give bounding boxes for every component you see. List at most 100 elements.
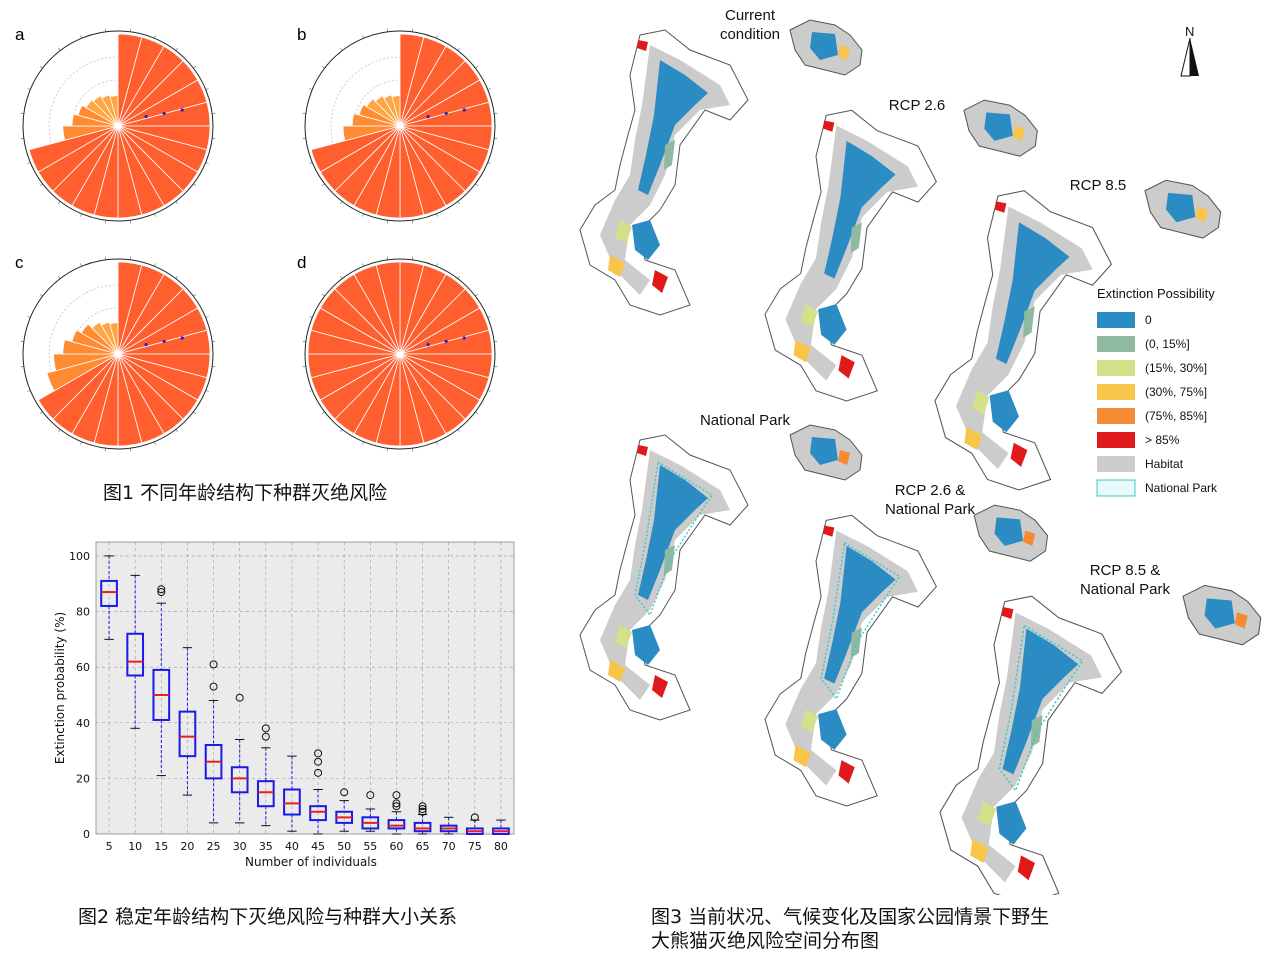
polar-tick [27,390,30,391]
legend-swatch [1097,360,1135,376]
x-tick-label: 35 [259,840,273,853]
x-axis-label: Number of individuals [245,855,377,869]
panel-label-d: d [297,253,306,272]
polar-marker [463,108,466,111]
polar-tick [176,201,178,203]
polar-tick [436,35,437,38]
legend-swatch [1097,480,1135,496]
polar-tick [436,263,437,266]
scenario-map-6 [940,585,1261,895]
x-tick-label: 80 [494,840,508,853]
north-label: N [1185,24,1194,39]
polar-tick [309,316,312,317]
polar-tick [27,88,30,89]
polar-tick [80,35,81,38]
polar-tick [58,201,60,203]
islet-map [964,100,1037,156]
x-tick-label: 30 [233,840,247,853]
legend-label: 0 [1145,313,1152,327]
polar-tick [475,184,477,186]
plot-area [96,542,514,834]
legend-swatch [1097,456,1135,472]
y-tick-label: 100 [69,550,90,563]
x-tick-label: 55 [363,840,377,853]
polar-tick [176,48,178,50]
polar-marker [445,340,448,343]
polar-tick [475,294,477,296]
figure1-caption: 图1 不同年龄结构下种群灭绝风险 [103,478,387,505]
islet-map [1183,585,1261,644]
figure2-caption: 图2 稳定年龄结构下灭绝风险与种群大小关系 [78,902,457,929]
polar-tick [458,201,460,203]
polar-marker [445,112,448,115]
polar-tick [475,66,477,68]
x-tick-label: 10 [128,840,142,853]
polar-tick [322,412,324,414]
polar-tick [154,35,155,38]
polar-chart-a: a [15,25,215,223]
polar-tick [340,429,342,431]
polar-tick [322,66,324,68]
legend-label: National Park [1145,481,1218,495]
x-tick-label: 45 [311,840,325,853]
legend-swatch [1097,384,1135,400]
panel-label-c: c [15,253,24,272]
polar-chart-c: c [15,253,215,451]
legend-label: (15%, 30%] [1145,361,1207,375]
map-title-line: RCP 2.6 [889,97,945,114]
islet-map [974,505,1047,561]
x-tick-label: 75 [468,840,482,853]
panel-label-a: a [15,25,25,44]
x-tick-label: 50 [337,840,351,853]
legend-label: (75%, 85%] [1145,409,1207,423]
legend-title: Extinction Possibility [1097,286,1215,301]
polar-tick [340,201,342,203]
polar-tick [154,263,155,266]
polar-tick [322,294,324,296]
polar-chart-d: d [297,253,497,451]
polar-tick [58,276,60,278]
y-tick-label: 60 [76,661,90,674]
polar-tick [206,88,209,89]
polar-marker [463,336,466,339]
islet-map [790,20,862,75]
legend-label: Habitat [1145,457,1184,471]
map-title-line: RCP 8.5 [1070,177,1126,194]
islet-map [1145,180,1221,238]
polar-tick [80,214,81,217]
polar-tick [176,276,178,278]
figure3-caption-line2: 大熊猫灭绝风险空间分布图 [651,926,879,953]
polar-tick [40,294,42,296]
y-tick-label: 0 [83,828,90,841]
x-tick-label: 60 [389,840,403,853]
polar-marker [163,340,166,343]
polar-marker [181,336,184,339]
polar-tick [436,442,437,445]
polar-tick [322,184,324,186]
polar-tick [309,390,312,391]
legend-swatch [1097,408,1135,424]
polar-tick [58,48,60,50]
map-title-line: condition [720,26,780,43]
polar-tick [206,316,209,317]
polar-tick [154,442,155,445]
polar-tick [154,214,155,217]
polar-tick [27,316,30,317]
y-tick-label: 20 [76,772,90,785]
polar-tick [340,276,342,278]
north-arrow-icon: N [1181,24,1199,76]
polar-tick [40,66,42,68]
x-tick-label: 65 [416,840,430,853]
polar-tick [458,276,460,278]
polar-tick [488,88,491,89]
polar-tick [193,66,195,68]
islet-map [790,425,862,480]
polar-tick [40,184,42,186]
polar-tick [40,412,42,414]
polar-tick [458,48,460,50]
x-tick-label: 20 [180,840,194,853]
x-tick-label: 15 [154,840,168,853]
